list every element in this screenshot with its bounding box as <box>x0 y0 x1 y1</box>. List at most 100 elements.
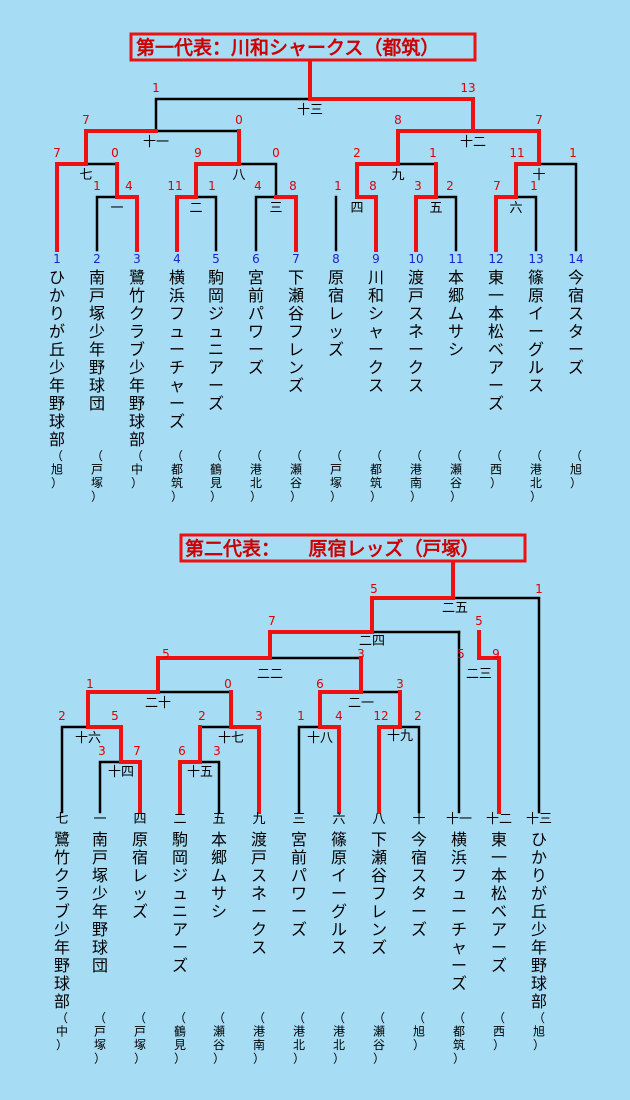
seed-number: 2 <box>93 252 101 266</box>
match-score-left: 4 <box>254 179 262 193</box>
seed-number: 8 <box>332 252 340 266</box>
match-score-right: 5 <box>111 709 119 723</box>
match-score-left: 1 <box>297 709 305 723</box>
match-number: 十一 <box>143 135 169 150</box>
draw-number: 四 <box>133 812 146 827</box>
team-name: 南戸塚少年野球団 <box>92 830 108 975</box>
match-score-left: 7 <box>53 146 61 160</box>
match-score-right: 4 <box>125 179 133 193</box>
team-area: （中） <box>56 1011 68 1052</box>
team-name: 篠原イーグルス <box>528 268 544 395</box>
match-score-left: 1 <box>93 179 101 193</box>
match-number: 十二 <box>460 135 486 150</box>
team-name: 原宿レッズ <box>132 830 148 921</box>
match-number: 十五 <box>187 765 213 780</box>
team-area: （瀬谷） <box>290 449 302 504</box>
team-name: 本郷ムサシ <box>211 830 227 921</box>
section2-lines <box>60 596 541 814</box>
match-score-right: 3 <box>396 677 404 691</box>
team-area: （西） <box>493 1011 505 1052</box>
team-area: （西） <box>490 449 502 490</box>
match-number: 九 <box>391 168 404 183</box>
match-number: 十六 <box>75 731 101 746</box>
team-area: （戸塚） <box>330 449 342 504</box>
match-number: 二 <box>189 201 202 216</box>
match-score-left: 2 <box>353 146 361 160</box>
match-score-left: 3 <box>98 744 106 758</box>
seed-number: 5 <box>212 252 220 266</box>
team-name: 鷺竹クラブ少年野球部 <box>129 268 145 449</box>
section2-title: 第二代表： 原宿レッズ（戸塚） <box>185 537 480 560</box>
match-score-left: 11 <box>167 179 182 193</box>
team-name: 川和シャークス <box>368 268 384 395</box>
team-name: 駒岡ジュニアーズ <box>172 830 188 975</box>
draw-number: 一 <box>93 812 106 827</box>
team-area: （鶴見） <box>174 1011 186 1066</box>
match-score-left: 2 <box>58 709 66 723</box>
seed-number: 7 <box>292 252 300 266</box>
match-number: 二十 <box>145 696 171 711</box>
team-area: （港北） <box>250 449 262 504</box>
match-score-right: 7 <box>133 744 141 758</box>
seed-number: 10 <box>408 252 423 266</box>
match-score-left: 1 <box>152 81 160 95</box>
match-number: 四 <box>350 201 363 216</box>
team-area: （戸塚） <box>91 449 103 504</box>
match-score-right: 1 <box>530 179 538 193</box>
match-score-right: 1 <box>569 146 577 160</box>
match-number: 二五 <box>442 601 468 616</box>
draw-number: 九 <box>252 812 265 827</box>
seed-number: 9 <box>372 252 380 266</box>
team-name: 原宿レッズ <box>328 268 344 359</box>
team-area: （港北） <box>293 1011 305 1066</box>
match-score-right: 8 <box>289 179 297 193</box>
team-area: （瀬谷） <box>373 1011 385 1066</box>
match-score-right: 8 <box>369 179 377 193</box>
team-area: （戸塚） <box>94 1011 106 1066</box>
draw-number: 三 <box>292 812 305 827</box>
seed-number: 1 <box>53 252 61 266</box>
match-number: 三 <box>269 201 282 216</box>
match-number: 六 <box>509 201 522 216</box>
match-number: 一 <box>110 201 123 216</box>
match-number: 二四 <box>359 634 385 649</box>
match-number: 十四 <box>108 765 134 780</box>
match-score-right: 9 <box>492 647 500 661</box>
match-score-left: 7 <box>82 113 90 127</box>
section1-title: 第一代表：川和シャークス（都筑） <box>136 36 439 59</box>
team-name: 宮前パワーズ <box>291 830 307 939</box>
team-name: 今宿スターズ <box>411 830 427 939</box>
match-number: 二二 <box>257 667 283 682</box>
team-name: 横浜フューチャーズ <box>451 830 467 993</box>
match-score-right: 0 <box>224 677 232 691</box>
draw-number: 十一 <box>446 812 472 827</box>
team-name: 宮前パワーズ <box>248 268 264 377</box>
draw-number: 十 <box>412 812 425 827</box>
team-area: （鶴見） <box>210 449 222 504</box>
draw-number: 六 <box>332 812 345 827</box>
match-number: 二三 <box>466 667 492 682</box>
match-score-left: 5 <box>457 647 465 661</box>
match-number: 十九 <box>387 729 413 744</box>
seed-number: 6 <box>252 252 260 266</box>
team-name: 東一本松ベアーズ <box>488 268 504 413</box>
match-score-right: 2 <box>414 709 422 723</box>
team-area: （戸塚） <box>134 1011 146 1066</box>
match-score-left: 11 <box>509 146 524 160</box>
match-score-left: 12 <box>373 709 388 723</box>
team-name: 下瀬谷フレンズ <box>371 830 387 957</box>
match-score-right: 1 <box>429 146 437 160</box>
team-area: （瀬谷） <box>450 449 462 504</box>
team-area: （港北） <box>530 449 542 504</box>
team-name: 渡戸スネークス <box>251 830 267 957</box>
match-score-right: 0 <box>272 146 280 160</box>
team-area: （都筑） <box>171 449 183 504</box>
section1-title-box: 第一代表：川和シャークス（都筑） <box>129 32 477 62</box>
match-score-left: 7 <box>493 179 501 193</box>
team-area: （都筑） <box>370 449 382 504</box>
seed-number: 3 <box>133 252 141 266</box>
match-score-right: 0 <box>111 146 119 160</box>
match-score-right: 13 <box>460 81 475 95</box>
